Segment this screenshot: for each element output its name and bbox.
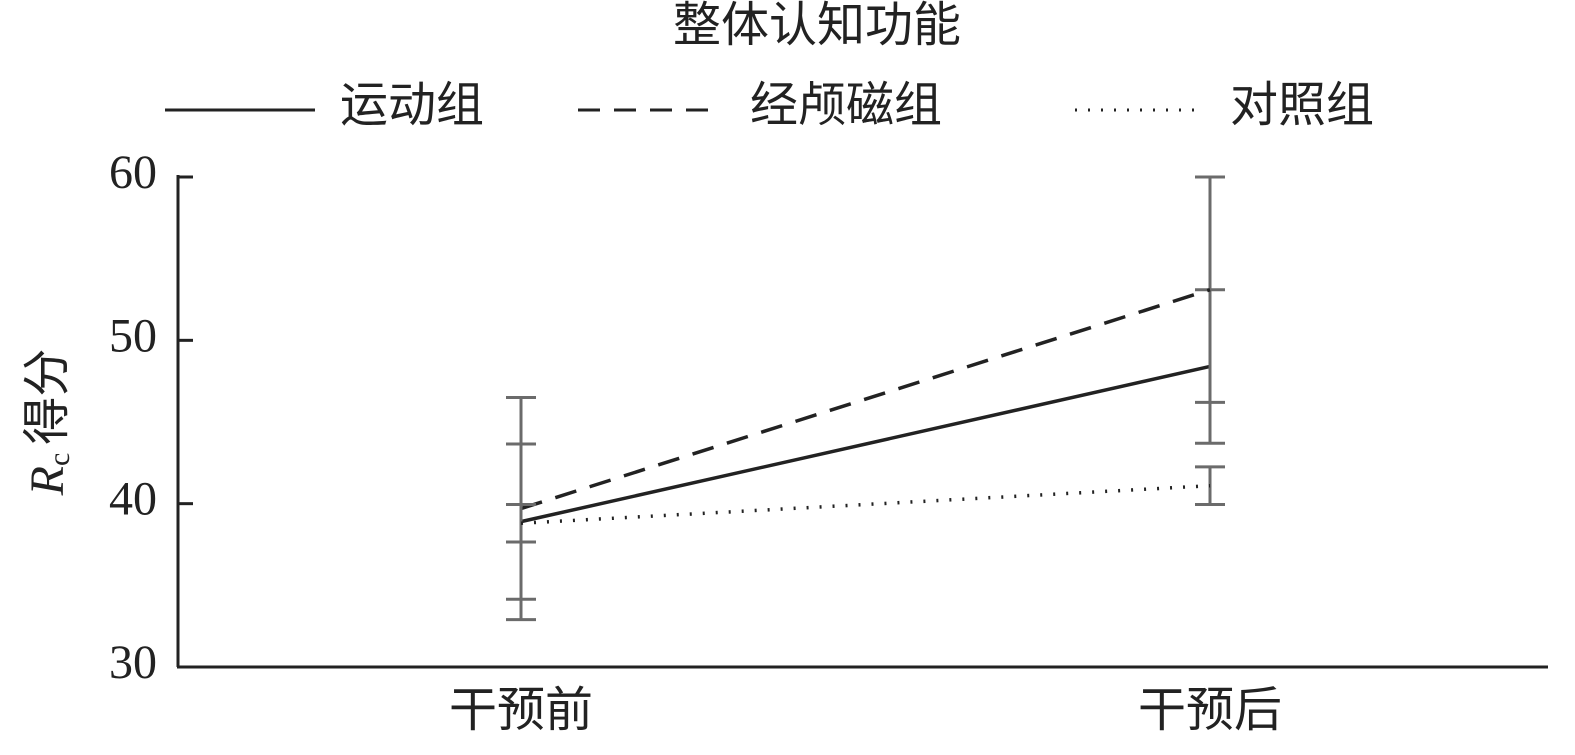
y-tick-label: 60 [109,146,157,199]
x-tick-label: 干预前 [449,684,593,737]
y-axis-label-sub: c [43,453,76,466]
legend-label: 对照组 [1230,79,1374,132]
series-line [520,483,1211,526]
series-line [520,364,1211,524]
series-line [520,288,1211,511]
y-tick-label: 30 [109,636,157,689]
legend-label: 经颅磁组 [750,79,942,132]
y-tick-label: 50 [109,309,157,362]
x-tick-label: 干预后 [1138,684,1282,737]
y-axis-label-var: R [21,466,74,496]
y-axis-label-text: 得分 [21,349,74,445]
y-tick-label: 40 [109,473,157,526]
chart-title: 整体认知功能 [673,0,961,52]
y-axis-label: Rc 得分 [21,349,76,497]
legend-label: 运动组 [340,79,484,132]
